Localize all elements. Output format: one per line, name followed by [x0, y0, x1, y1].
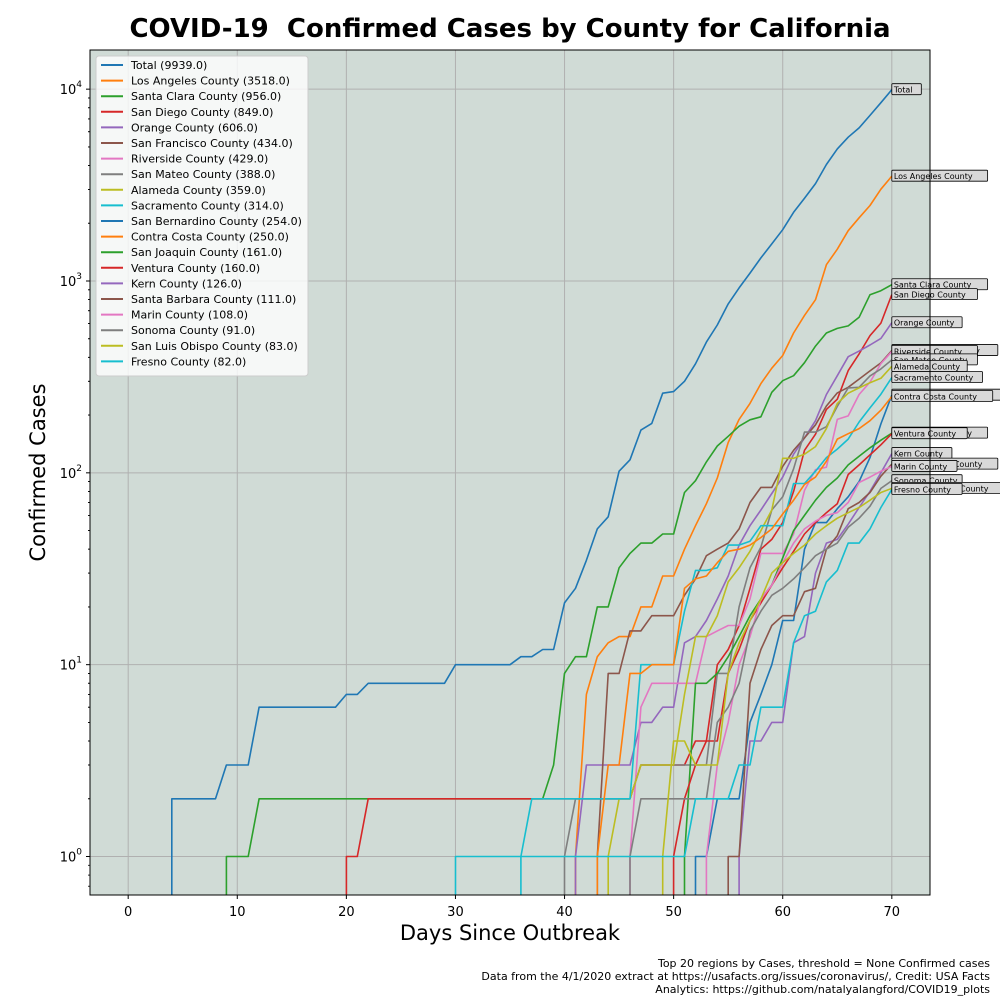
line-chart: 0 10 20 30 40 50 60 70 100 101 102 103 104 Total Los A…: [26, 49, 1000, 945]
legend-entry: Los Angeles County (3518.0): [131, 75, 290, 88]
footer-line-1: Top 20 regions by Cases, threshold = Non…: [657, 957, 990, 970]
footer-line-3: Analytics: https://github.com/natalyalan…: [655, 983, 990, 996]
series-end-label: Fresno County: [894, 485, 951, 494]
series-line: [705, 465, 893, 895]
legend-entry: Alameda County (359.0): [131, 184, 266, 197]
legend-entry: Santa Barbara County (111.0): [131, 293, 296, 306]
series-line: [629, 480, 893, 895]
series-end-label: Los Angeles County: [894, 172, 973, 181]
series-line: [225, 283, 893, 895]
series-end-label: Sonoma County: [894, 477, 958, 486]
x-tick-label: 10: [229, 905, 246, 920]
x-tick-label: 50: [665, 905, 682, 920]
x-tick-label: 40: [556, 905, 573, 920]
series-line: [574, 322, 893, 895]
series-end-label: Riverside County: [894, 348, 962, 357]
series-line: [454, 488, 893, 895]
legend-entry: Contra Costa County (250.0): [131, 231, 289, 244]
series-line: [520, 377, 893, 895]
series-end-label: Ventura County: [894, 430, 957, 439]
series-line: [661, 487, 893, 895]
x-tick-label: 0: [124, 905, 132, 920]
legend-entry: Riverside County (429.0): [131, 153, 268, 166]
x-axis-label: Days Since Outbreak: [400, 921, 621, 945]
legend-entry: Sacramento County (314.0): [131, 199, 284, 212]
legend-entry: San Joaquin County (161.0): [131, 246, 282, 259]
series-end-label: Total: [893, 86, 913, 95]
series-line: [596, 349, 893, 895]
legend-entry: San Diego County (849.0): [131, 106, 273, 119]
legend-entry: San Francisco County (434.0): [131, 137, 293, 150]
series-end-label: Kern County: [894, 450, 943, 459]
legend-entry: San Mateo County (388.0): [131, 168, 275, 181]
y-tick-label: 102: [60, 464, 82, 482]
series-end-label: Sacramento County: [894, 374, 974, 383]
legend-entry: Sonoma County (91.0): [131, 324, 255, 337]
legend-entry: Orange County (606.0): [131, 121, 258, 134]
legend-entry: Total (9939.0): [130, 59, 207, 72]
series-end-label-box: [891, 371, 983, 383]
series-end-label: Marin County: [894, 462, 948, 471]
series-end-label-box: [891, 288, 978, 301]
y-tick-label: 103: [60, 272, 82, 290]
y-axis-label: Confirmed Cases: [26, 383, 50, 561]
chart-title: COVID-19 Confirmed Cases by County for C…: [129, 14, 891, 44]
legend-entry: San Luis Obispo County (83.0): [131, 340, 298, 353]
series-line: [629, 350, 893, 895]
y-tick-label: 100: [60, 848, 83, 866]
series-end-label-box: [891, 460, 958, 472]
series-line: [596, 396, 893, 895]
series-end-label: Orange County: [894, 319, 955, 328]
series-line: [607, 365, 893, 895]
series-line: [171, 89, 893, 895]
series-line: [574, 175, 893, 895]
footer-credits: Top 20 regions by Cases, threshold = Non…: [481, 957, 990, 996]
x-tick-label: 70: [884, 905, 901, 920]
legend-entry: Kern County (126.0): [131, 277, 242, 290]
x-tick-label: 20: [338, 905, 355, 920]
series-end-label-box: [891, 169, 989, 182]
series-line: [683, 432, 893, 895]
series-end-label-box: [891, 316, 963, 329]
series-group: [171, 89, 893, 895]
legend-box: [95, 55, 309, 377]
series-end-label: Santa Clara County: [894, 281, 972, 290]
series-line: [738, 453, 893, 895]
series-end-label-box: [891, 482, 963, 495]
series-end-label: Contra Costa County: [894, 392, 977, 401]
series-line: [672, 433, 893, 895]
y-tick-label: 101: [60, 656, 82, 674]
legend-entry: Fresno County (82.0): [131, 355, 246, 368]
legend-entry: Santa Clara County (956.0): [131, 90, 281, 103]
footer-line-2: Data from the 4/1/2020 extract at https:…: [481, 970, 990, 983]
plot-frame: [89, 49, 931, 896]
series-end-label-box: [891, 390, 994, 402]
legend-entry: Marin County (108.0): [131, 309, 248, 322]
legend-entry: San Bernardino County (254.0): [131, 215, 302, 228]
series-end-label-box: [891, 83, 922, 96]
x-tick-label: 30: [447, 905, 464, 920]
x-tick-label: 60: [774, 905, 791, 920]
series-end-label: Alameda County: [894, 362, 961, 371]
y-tick-label: 104: [60, 80, 83, 98]
series-line: [727, 463, 893, 895]
legend-entry: Ventura County (160.0): [131, 262, 260, 275]
